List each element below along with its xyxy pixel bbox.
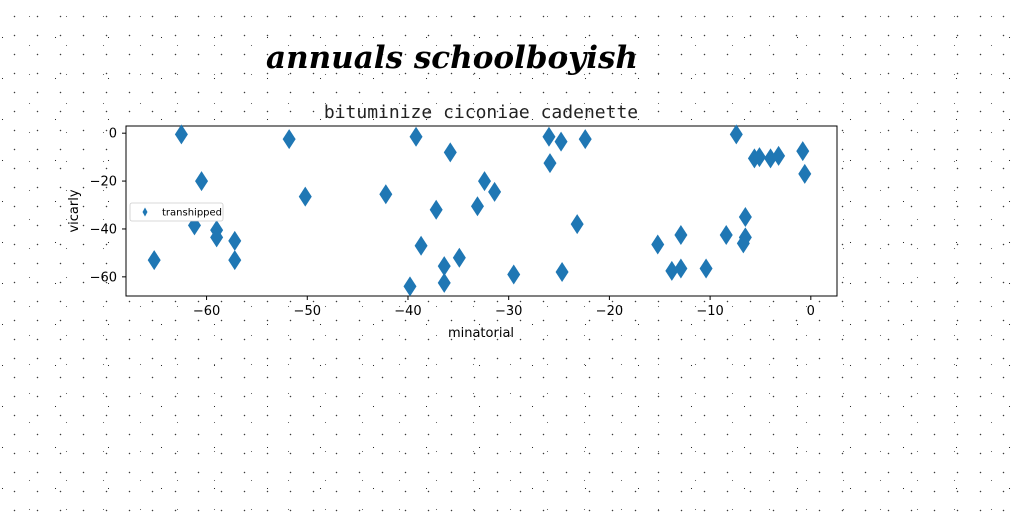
x-tick-label: −50 — [294, 304, 321, 319]
data-point-diamond — [379, 184, 393, 205]
data-point-diamond — [437, 256, 451, 277]
data-point-diamond — [478, 171, 492, 192]
data-point-diamond — [195, 171, 209, 192]
x-tick-label: −60 — [193, 304, 220, 319]
data-point-diamond — [507, 264, 521, 285]
data-point-diamond — [437, 272, 451, 293]
data-point-diamond — [752, 147, 766, 168]
data-point-diamond — [570, 214, 584, 235]
data-point-diamond — [729, 124, 743, 145]
y-tick-label: −60 — [90, 270, 117, 285]
data-point-diamond — [210, 227, 224, 248]
data-point-diamond — [282, 129, 296, 150]
data-point-diamond — [554, 131, 568, 152]
data-point-diamond — [147, 250, 161, 271]
data-point-diamond — [228, 250, 242, 271]
legend-label: transhipped — [162, 208, 222, 219]
data-point-diamond — [403, 276, 417, 297]
data-point-diamond — [719, 224, 733, 245]
y-axis-ticks: 0 −20 −40 −60 — [90, 127, 126, 285]
data-point-diamond — [772, 145, 786, 166]
data-point-diamond — [665, 260, 679, 281]
data-point-diamond — [674, 224, 688, 245]
data-point-diamond — [488, 181, 502, 202]
data-point-diamond — [443, 142, 457, 163]
x-axis-label: minatorial — [448, 326, 514, 341]
data-point-diamond — [555, 262, 569, 283]
axes-title: bituminize ciconiae cadenette — [324, 102, 638, 123]
legend-diamond-marker — [142, 207, 148, 217]
data-point-diamond — [798, 163, 812, 184]
y-axis-label: vicarly — [67, 189, 82, 232]
markers-layer — [147, 124, 812, 297]
x-tick-label: −40 — [394, 304, 421, 319]
data-point-diamond — [578, 129, 592, 150]
data-point-diamond — [796, 141, 810, 162]
legend-box — [129, 202, 224, 222]
y-tick-label: −40 — [90, 222, 117, 237]
data-point-diamond — [738, 227, 752, 248]
plot-area — [125, 125, 838, 297]
x-tick-label: −30 — [495, 304, 522, 319]
data-point-diamond — [543, 153, 557, 174]
x-tick-label: −10 — [696, 304, 723, 319]
figure-suptitle: annuals schoolboyish — [266, 40, 638, 76]
data-point-diamond — [651, 234, 665, 255]
data-point-diamond — [409, 126, 423, 147]
data-point-diamond — [738, 206, 752, 227]
data-point-diamond — [228, 230, 242, 251]
legend: transhipped — [129, 202, 224, 222]
data-point-diamond — [542, 126, 556, 147]
data-point-diamond — [429, 199, 443, 220]
y-tick-label: 0 — [109, 127, 117, 142]
x-tick-label: 0 — [807, 304, 815, 319]
data-point-diamond — [414, 235, 428, 256]
data-point-diamond — [764, 148, 778, 169]
data-point-diamond — [452, 247, 466, 268]
data-point-diamond — [298, 186, 312, 207]
x-axis-ticks: −60 −50 −40 −30 −20 −10 0 — [193, 296, 815, 319]
x-tick-label: −20 — [596, 304, 623, 319]
data-point-diamond — [674, 258, 688, 279]
y-tick-label: −20 — [90, 175, 117, 190]
data-point-diamond — [470, 196, 484, 217]
data-point-diamond — [174, 124, 188, 145]
data-point-diamond — [699, 258, 713, 279]
